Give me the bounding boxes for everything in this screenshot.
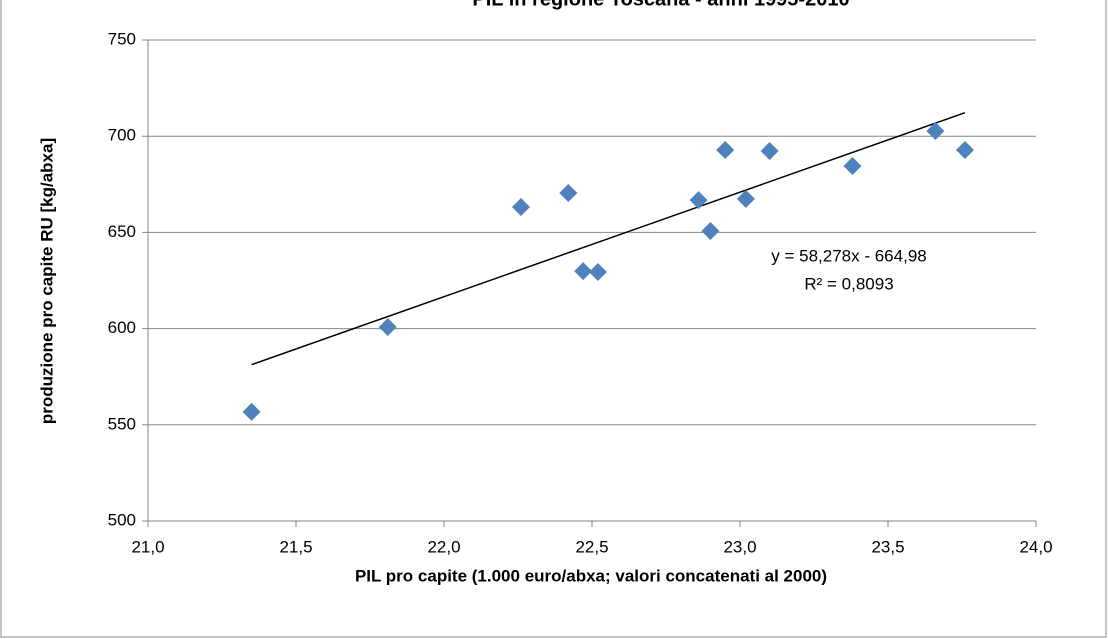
point (736, 189, 755, 208)
x-tick-label: 24,0 (1019, 537, 1052, 556)
point (716, 141, 735, 160)
point (588, 263, 607, 282)
y-tick-label: 700 (108, 126, 136, 145)
point (843, 157, 862, 176)
chart-title: PIL in regione Toscana - anni 1995-2010 (472, 0, 849, 10)
trendline (251, 112, 966, 366)
y-tick-label: 650 (108, 222, 136, 241)
point (511, 198, 530, 217)
x-tick-label: 21,5 (279, 537, 312, 556)
point (242, 402, 261, 421)
y-tick-label: 750 (108, 29, 136, 48)
r-squared-label: R² = 0,8093 (804, 274, 893, 293)
x-tick-label: 23,0 (723, 537, 756, 556)
x-tick-label: 22,5 (575, 537, 608, 556)
y-axis-label: produzione pro capite RU [kg/abxa] (37, 138, 56, 424)
y-tick-label: 600 (108, 318, 136, 337)
point (689, 191, 708, 210)
y-tick-label: 550 (108, 414, 136, 433)
point (955, 141, 974, 160)
x-axis-label: PIL pro capite (1.000 euro/abxa; valori … (355, 566, 827, 585)
x-tick-label: 21,0 (131, 537, 164, 556)
point (378, 318, 397, 337)
point (574, 262, 593, 281)
point (559, 183, 578, 202)
point (760, 142, 779, 161)
y-tick-label: 500 (108, 510, 136, 529)
x-tick-label: 23,5 (871, 537, 904, 556)
point (701, 222, 720, 241)
x-tick-label: 22,0 (427, 537, 460, 556)
equation-label: y = 58,278x - 664,98 (771, 246, 926, 265)
point (926, 122, 945, 141)
